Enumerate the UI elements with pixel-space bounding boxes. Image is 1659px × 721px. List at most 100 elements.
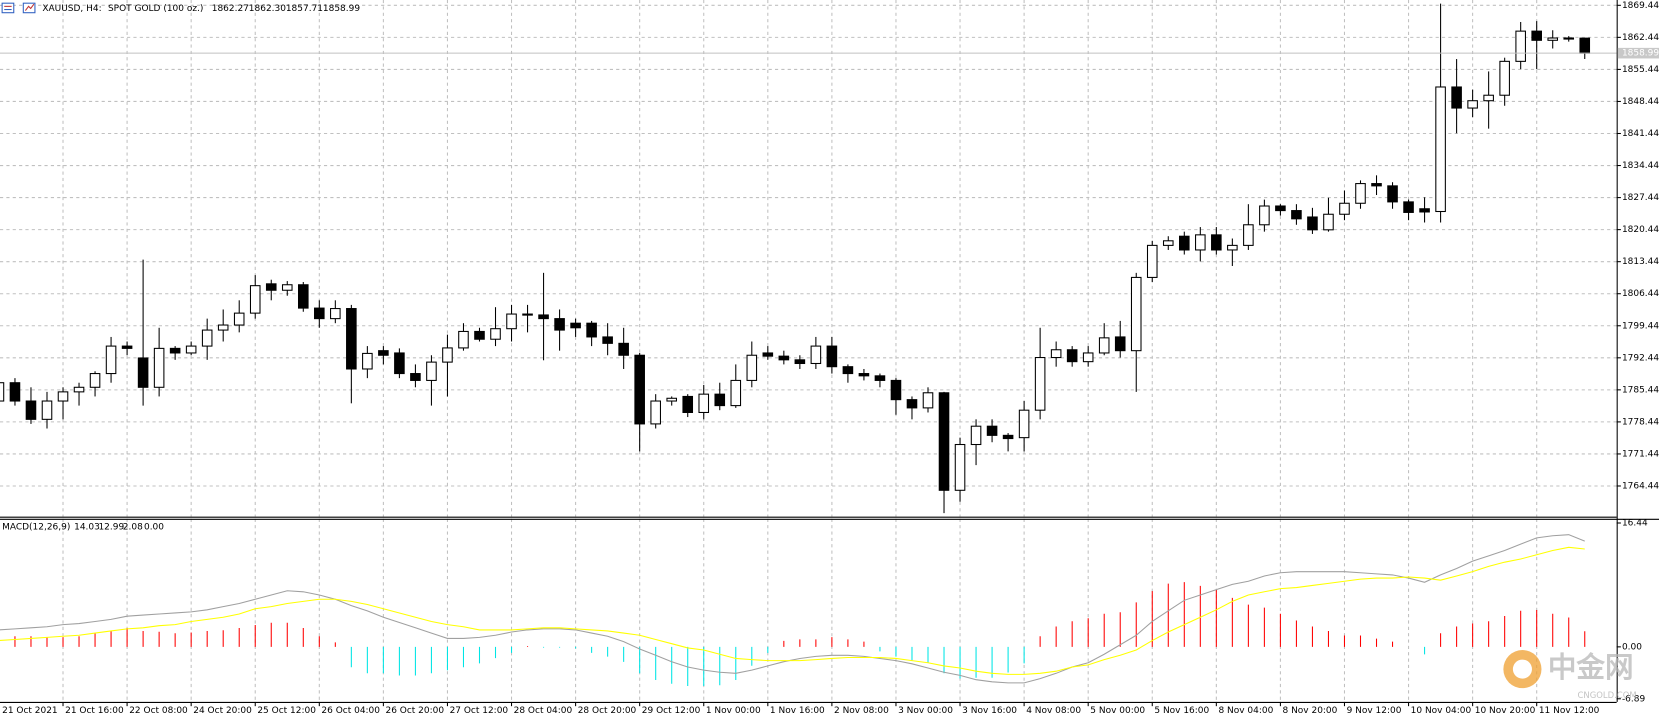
x-tick-label: 21 Oct 2021 (2, 706, 58, 716)
icon (22, 2, 36, 14)
x-tick-label: 25 Oct 12:00 (257, 706, 316, 716)
candle-body (0, 382, 5, 402)
x-tick-label: 28 Oct 20:00 (578, 706, 637, 716)
candle-body (169, 347, 181, 354)
y-tick-label: 1778.44 (1622, 417, 1659, 427)
candle-body (1130, 276, 1142, 352)
candle-body (1291, 210, 1302, 220)
candle-body (746, 354, 758, 381)
candle-body (1227, 244, 1238, 251)
y-tick-label: 1834.44 (1622, 161, 1659, 171)
candle-body (233, 312, 245, 326)
x-tick-label: 5 Nov 00:00 (1090, 706, 1145, 716)
watermark-text: 中金网 (1548, 650, 1634, 684)
candle-body (1387, 185, 1398, 203)
x-tick-label: 2 Nov 08:00 (834, 706, 889, 716)
y-tick-label: 1827.44 (1622, 193, 1659, 203)
candle-body (185, 345, 197, 354)
candle-body (1419, 208, 1430, 213)
candle-body (1002, 434, 1014, 440)
candle-body (570, 322, 581, 329)
candle-body (810, 345, 822, 365)
indicator-value: 0.00 (144, 523, 164, 533)
candle-body (201, 329, 213, 347)
x-tick-label: 29 Oct 12:00 (642, 706, 701, 716)
icon (24, 3, 35, 11)
candle-body (634, 354, 645, 425)
x-tick-label: 21 Oct 16:00 (65, 706, 124, 716)
candle-body (1499, 60, 1510, 96)
y-tick-label: -6.89 (1622, 694, 1646, 704)
candle-body (1243, 224, 1254, 246)
candle-body (938, 392, 950, 491)
candle-body (458, 330, 469, 349)
candle-body (474, 330, 485, 340)
indicator-title: MACD(12,26,9) (2, 523, 70, 533)
candle-body (522, 313, 533, 316)
candle-body (890, 379, 902, 401)
y-tick-label: 1813.44 (1622, 257, 1659, 267)
candle-body (426, 361, 437, 381)
quote-low: 1857.71 (286, 4, 323, 14)
candle-body (698, 393, 710, 413)
candle-body (682, 395, 694, 413)
candle-body (41, 400, 53, 420)
candle-body (442, 347, 453, 363)
candle-body (986, 425, 998, 436)
candle-body (362, 352, 373, 370)
x-tick-label: 24 Oct 20:00 (193, 706, 252, 716)
symbol: XAUUSD, H4: (42, 4, 101, 14)
x-tick-label: 8 Nov 20:00 (1283, 706, 1338, 716)
candle-body (554, 318, 565, 331)
candle-body (249, 285, 261, 314)
x-tick-label: 10 Nov 04:00 (1411, 706, 1472, 716)
icon (1, 2, 15, 14)
candle-body (265, 283, 277, 291)
candle-body (794, 359, 806, 365)
candle-body (1403, 201, 1414, 213)
y-tick-label: 1771.44 (1622, 449, 1659, 459)
x-tick-label: 9 Nov 12:00 (1347, 706, 1402, 716)
candle-body (105, 345, 117, 375)
candle-body (378, 350, 389, 356)
candle-body (73, 386, 85, 393)
candle-body (217, 324, 229, 331)
candle-body (906, 399, 918, 409)
candle-body (330, 308, 341, 320)
x-tick-label: 22 Oct 08:00 (129, 706, 188, 716)
quote-close: 1858.99 (323, 4, 360, 14)
candle-body (1114, 336, 1126, 352)
indicator-value: 14.03 (74, 523, 100, 533)
candle-body (1066, 349, 1078, 363)
x-tick-label: 3 Nov 00:00 (898, 706, 953, 716)
candle-body (762, 352, 774, 357)
x-tick-label: 3 Nov 16:00 (962, 706, 1017, 716)
candle-body (1259, 205, 1270, 226)
candle-body (490, 328, 501, 340)
candle-body (1034, 357, 1046, 411)
candle-body (1483, 94, 1494, 102)
candle-body (922, 392, 934, 409)
candle-body (1451, 86, 1462, 109)
x-tick-label: 28 Oct 04:00 (514, 706, 573, 716)
y-tick-label: 1848.44 (1622, 97, 1659, 107)
candle-body (1018, 409, 1030, 439)
candle-body (297, 284, 309, 309)
x-tick-label: 27 Oct 12:00 (450, 706, 509, 716)
candle-body (1307, 216, 1318, 231)
candle-body (410, 373, 421, 381)
candle-body (1050, 349, 1062, 359)
candle-body (1579, 37, 1591, 54)
candle-body (9, 382, 21, 402)
y-tick-label: 1841.44 (1622, 129, 1659, 139)
watermark-logo (1512, 659, 1532, 679)
candle-body (1467, 100, 1478, 109)
candle-body (89, 373, 101, 388)
candle-body (506, 313, 517, 330)
candle-body (666, 397, 678, 402)
candle-body (538, 314, 549, 320)
x-tick-label: 8 Nov 04:00 (1218, 706, 1273, 716)
y-tick-label: 1806.44 (1622, 289, 1659, 299)
candle-body (1563, 37, 1575, 40)
